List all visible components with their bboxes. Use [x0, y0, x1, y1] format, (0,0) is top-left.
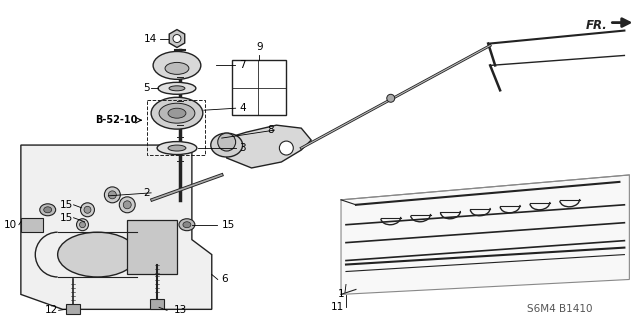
Ellipse shape: [183, 222, 191, 228]
Circle shape: [387, 94, 395, 102]
Text: 14: 14: [144, 33, 157, 43]
Circle shape: [119, 197, 135, 213]
Text: 8: 8: [267, 125, 273, 135]
Circle shape: [104, 187, 120, 203]
Ellipse shape: [153, 51, 201, 79]
Text: 2: 2: [143, 188, 150, 198]
Circle shape: [173, 34, 181, 42]
Ellipse shape: [157, 142, 197, 154]
Ellipse shape: [159, 103, 195, 123]
Ellipse shape: [168, 145, 186, 151]
Ellipse shape: [165, 63, 189, 74]
Ellipse shape: [44, 207, 52, 213]
Ellipse shape: [169, 86, 185, 91]
Polygon shape: [341, 175, 629, 294]
Circle shape: [108, 191, 116, 199]
Ellipse shape: [168, 108, 186, 118]
FancyBboxPatch shape: [127, 220, 177, 274]
FancyBboxPatch shape: [21, 218, 43, 232]
Text: 15: 15: [221, 220, 235, 230]
Circle shape: [79, 222, 86, 228]
Ellipse shape: [211, 133, 243, 157]
Text: FR.: FR.: [586, 19, 607, 32]
Text: 7: 7: [239, 60, 246, 70]
Ellipse shape: [151, 97, 203, 129]
Ellipse shape: [179, 219, 195, 231]
Text: S6M4 B1410: S6M4 B1410: [527, 304, 593, 314]
Circle shape: [280, 141, 293, 155]
Ellipse shape: [40, 204, 56, 216]
Text: 13: 13: [174, 305, 188, 315]
Text: 4: 4: [239, 103, 246, 113]
Text: 11: 11: [331, 302, 344, 312]
Circle shape: [84, 206, 91, 213]
Text: 15: 15: [60, 213, 72, 223]
Polygon shape: [21, 145, 212, 309]
Circle shape: [81, 203, 95, 217]
Text: 6: 6: [221, 274, 228, 285]
Ellipse shape: [58, 232, 137, 277]
FancyBboxPatch shape: [232, 60, 286, 115]
Text: 1: 1: [337, 289, 344, 300]
Text: 15: 15: [60, 200, 72, 210]
Text: B-52-10: B-52-10: [95, 115, 137, 125]
Text: 3: 3: [239, 143, 246, 153]
Circle shape: [218, 133, 236, 151]
Text: 9: 9: [256, 42, 263, 52]
FancyBboxPatch shape: [66, 304, 79, 314]
FancyBboxPatch shape: [150, 300, 164, 309]
Text: 10: 10: [4, 220, 17, 230]
Text: 12: 12: [44, 305, 58, 315]
Circle shape: [124, 201, 131, 209]
Polygon shape: [227, 125, 311, 168]
Ellipse shape: [158, 82, 196, 94]
Text: 5: 5: [143, 83, 150, 93]
Circle shape: [77, 219, 88, 231]
